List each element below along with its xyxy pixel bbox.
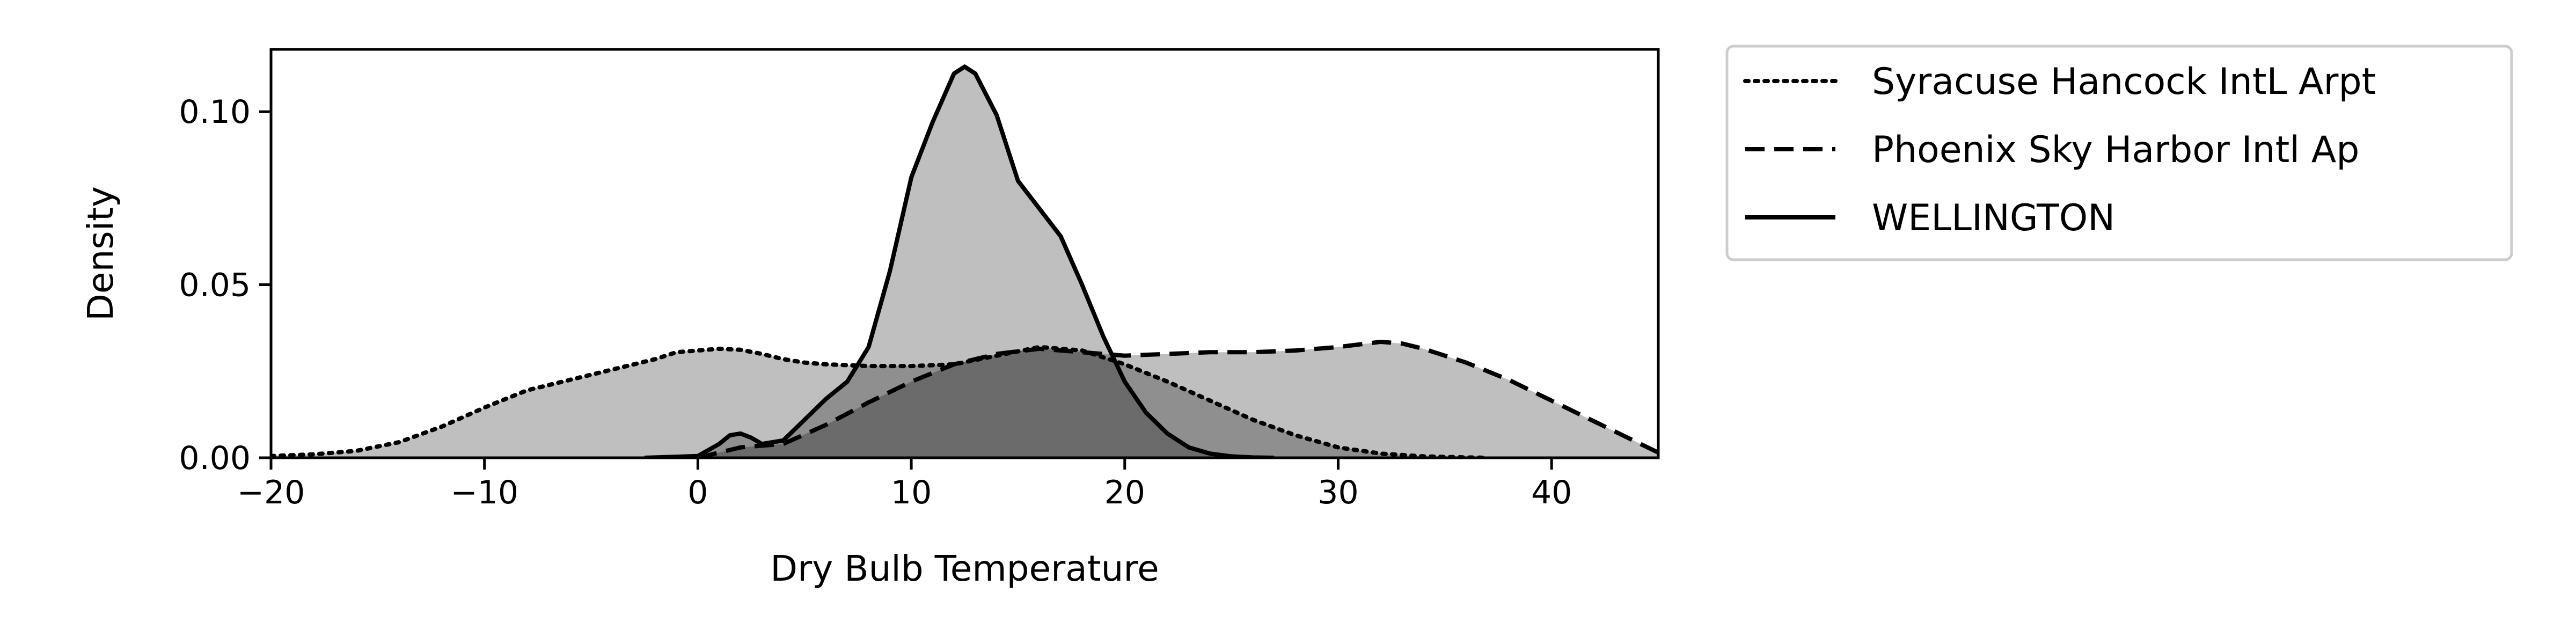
legend-label-0: Syracuse Hancock IntL Arpt (1872, 61, 2376, 103)
legend-label-2: WELLINGTON (1872, 197, 2115, 239)
legend-box (1725, 45, 2513, 261)
legend: Syracuse Hancock IntL Arpt Phoenix Sky Ha… (1725, 45, 2513, 261)
y-tick-label: 0.10 (179, 93, 251, 131)
series-area-0 (271, 347, 1488, 458)
x-tick-label: 0 (687, 474, 708, 511)
series-area-1 (698, 341, 1658, 458)
series-area-2 (644, 67, 1275, 458)
x-tick-label: 40 (1531, 474, 1572, 511)
y-tick-label: 0.00 (179, 440, 251, 477)
x-tick-label: −10 (450, 474, 518, 511)
y-axis-title: Density (80, 186, 121, 321)
series-line-1 (697, 339, 1658, 458)
plot-area (271, 64, 1658, 458)
x-tick-label: 30 (1318, 474, 1358, 511)
legend-label-1: Phoenix Sky Harbor Intl Ap (1872, 129, 2359, 171)
series-line-2 (644, 64, 1275, 458)
x-tick-label: 20 (1104, 474, 1145, 511)
x-tick-label: 10 (891, 474, 932, 511)
y-tick-label: 0.05 (179, 267, 251, 304)
x-axis-title: Dry Bulb Temperature (770, 548, 1159, 589)
y-axis: 0.00 0.05 0.10 (179, 93, 271, 477)
series-line-0 (271, 345, 1490, 458)
x-tick-label: −20 (237, 474, 305, 511)
x-axis: −20 −10 0 10 20 30 40 (237, 458, 1572, 511)
plot-frame (269, 48, 1660, 459)
